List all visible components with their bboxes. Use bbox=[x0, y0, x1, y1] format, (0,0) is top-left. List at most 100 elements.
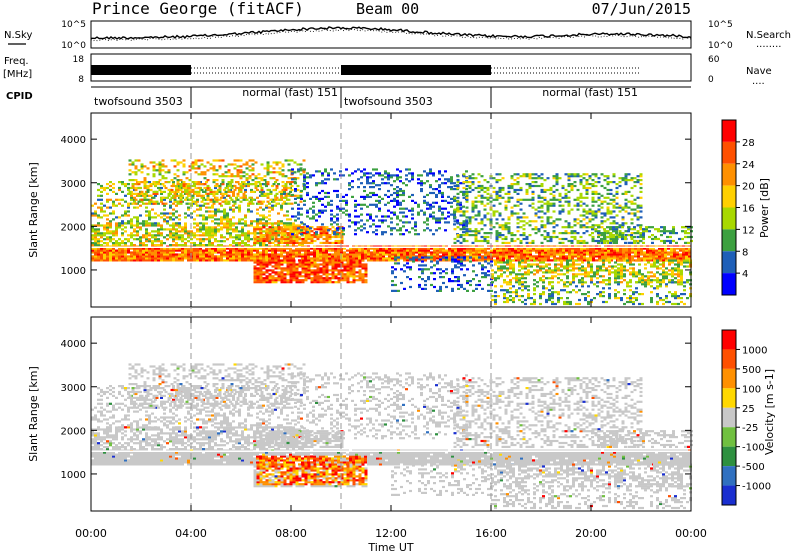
power-cell bbox=[586, 249, 589, 252]
power-cell bbox=[254, 177, 258, 180]
power-cell bbox=[254, 175, 258, 178]
power-cell bbox=[236, 173, 240, 176]
power-cell bbox=[427, 276, 430, 279]
power-cell bbox=[453, 182, 456, 185]
power-cell bbox=[346, 261, 350, 264]
power-cell bbox=[146, 167, 150, 170]
power-cell bbox=[226, 183, 229, 186]
power-cell bbox=[369, 191, 372, 195]
power-cell bbox=[304, 253, 307, 256]
power-cell bbox=[682, 247, 685, 250]
power-cell bbox=[259, 222, 262, 225]
power-cell bbox=[558, 194, 562, 197]
power-cell bbox=[127, 238, 130, 241]
power-cell bbox=[226, 232, 229, 235]
power-cell bbox=[223, 253, 226, 256]
power-cell bbox=[460, 247, 463, 250]
power-cell bbox=[334, 277, 338, 280]
power-cell bbox=[424, 280, 427, 283]
power-cell bbox=[354, 205, 357, 208]
power-cell bbox=[283, 190, 286, 193]
power-cell bbox=[188, 165, 192, 168]
power-cell bbox=[184, 247, 187, 250]
noise-left-tick-top: 10^5 bbox=[61, 20, 86, 30]
power-cell bbox=[579, 175, 583, 178]
power-cell bbox=[504, 204, 508, 207]
power-cell bbox=[486, 232, 490, 235]
power-cell bbox=[478, 247, 481, 250]
power-cell bbox=[185, 177, 189, 180]
power-cell bbox=[256, 251, 259, 254]
power-cell bbox=[100, 251, 103, 254]
power-cell bbox=[247, 184, 250, 188]
power-cell bbox=[160, 249, 163, 252]
power-cell bbox=[637, 257, 640, 260]
power-cell bbox=[283, 267, 287, 270]
power-cell bbox=[667, 257, 670, 260]
power-cell bbox=[334, 259, 337, 262]
power-cell bbox=[408, 221, 411, 224]
power-cell bbox=[322, 232, 326, 235]
power-cell bbox=[652, 249, 655, 252]
power-cell bbox=[163, 198, 166, 201]
power-cell bbox=[303, 188, 306, 191]
power-cell bbox=[421, 272, 424, 275]
power-cell bbox=[555, 173, 559, 176]
power-cell bbox=[91, 242, 94, 245]
power-cell bbox=[193, 249, 196, 252]
power-cell bbox=[253, 228, 257, 231]
power-cell bbox=[265, 261, 269, 264]
power-cell bbox=[109, 257, 112, 260]
power-cell bbox=[400, 281, 403, 285]
power-cell bbox=[278, 171, 282, 174]
power-cell bbox=[607, 247, 610, 250]
power-cell bbox=[275, 163, 279, 166]
power-cell bbox=[453, 228, 457, 231]
power-cell bbox=[352, 277, 356, 280]
power-cell bbox=[472, 251, 475, 254]
power-cell bbox=[280, 204, 283, 207]
power-cell bbox=[262, 273, 266, 276]
power-cell bbox=[181, 249, 184, 252]
power-cell bbox=[172, 218, 175, 221]
power-cell bbox=[384, 172, 387, 175]
power-cell bbox=[456, 186, 460, 190]
power-cell bbox=[256, 257, 259, 260]
power-cell bbox=[357, 221, 360, 224]
power-cell bbox=[307, 237, 311, 241]
power-cell bbox=[613, 253, 616, 256]
power-cell bbox=[271, 279, 275, 282]
power-cell bbox=[384, 176, 387, 179]
power-cell bbox=[438, 207, 441, 210]
power-cell bbox=[402, 199, 405, 202]
power-cell bbox=[619, 257, 622, 260]
power-cell bbox=[167, 171, 171, 174]
power-cell bbox=[477, 212, 481, 215]
power-cell bbox=[360, 207, 363, 210]
power-cell bbox=[307, 269, 311, 272]
power-cell bbox=[361, 277, 365, 280]
power-cell bbox=[277, 234, 280, 237]
power-cell bbox=[369, 225, 372, 228]
power-cell bbox=[520, 251, 523, 254]
power-cell bbox=[251, 163, 255, 166]
power-cell bbox=[265, 269, 269, 272]
power-cell bbox=[480, 235, 484, 239]
power-cell bbox=[517, 257, 520, 260]
power-cell bbox=[546, 235, 550, 239]
power-cell bbox=[175, 230, 178, 233]
power-cell bbox=[217, 259, 220, 262]
power-cell bbox=[549, 188, 553, 192]
power-cell bbox=[484, 253, 487, 256]
power-cell bbox=[247, 255, 250, 258]
power-cell bbox=[202, 251, 205, 254]
power-cell bbox=[481, 272, 484, 275]
power-cell bbox=[226, 226, 229, 229]
power-cell bbox=[269, 165, 273, 168]
power-cell bbox=[134, 202, 138, 205]
power-cell bbox=[402, 193, 405, 197]
power-cell bbox=[525, 173, 529, 176]
power-cell bbox=[275, 186, 279, 190]
power-cell bbox=[547, 255, 550, 258]
power-cell bbox=[502, 247, 505, 250]
